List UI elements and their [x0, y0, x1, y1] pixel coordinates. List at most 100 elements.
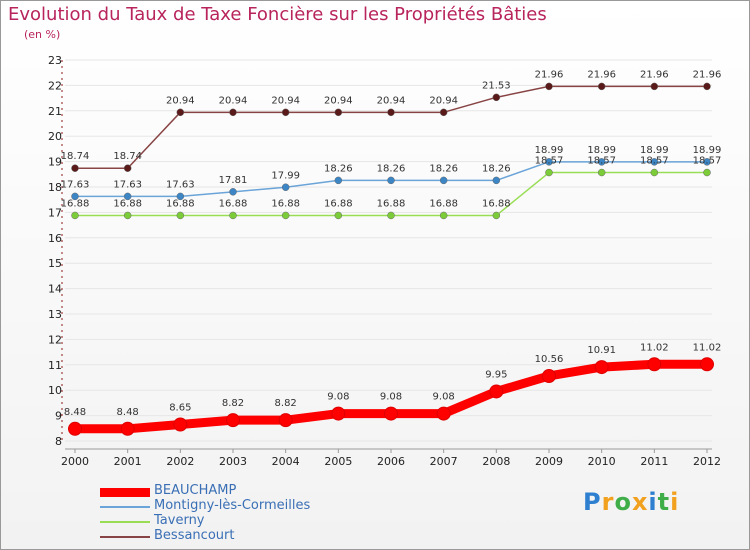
- data-point: [542, 368, 556, 383]
- y-tick-label: 23: [48, 54, 62, 67]
- y-tick-label: 19: [48, 156, 62, 169]
- data-point: [176, 108, 185, 117]
- data-point: [229, 211, 237, 220]
- y-tick-label: 8: [55, 435, 62, 448]
- x-tick-label: 2011: [640, 455, 668, 468]
- data-label: 18.74: [113, 151, 142, 162]
- data-point: [387, 211, 395, 220]
- data-point: [703, 168, 711, 177]
- data-label: 20.94: [166, 95, 195, 106]
- data-point: [173, 417, 188, 432]
- x-tick-label: 2003: [219, 455, 247, 468]
- data-point: [281, 211, 290, 220]
- data-label: 16.88: [219, 198, 248, 209]
- y-tick-label: 15: [48, 257, 62, 270]
- data-point: [123, 192, 132, 201]
- x-tick-label: 2001: [114, 455, 142, 468]
- x-tick-label: 2000: [61, 455, 89, 468]
- y-tick-label: 9: [55, 410, 62, 423]
- data-label: 18.57: [640, 156, 669, 167]
- logo-letter: P: [583, 488, 602, 516]
- data-point: [492, 93, 501, 102]
- data-label: 18.99: [587, 145, 616, 156]
- data-label: 16.88: [113, 198, 142, 209]
- data-point: [703, 158, 711, 166]
- data-label: 16.88: [61, 198, 90, 209]
- proxiti-logo: Proxiti: [583, 488, 679, 516]
- data-point: [439, 176, 448, 185]
- data-label: 17.63: [166, 179, 195, 190]
- data-label: 8.65: [169, 402, 191, 413]
- data-label: 20.94: [271, 95, 300, 106]
- x-tick-label: 2007: [430, 455, 458, 468]
- y-tick-label: 10: [48, 384, 62, 397]
- data-point: [123, 211, 132, 220]
- data-point: [71, 192, 79, 201]
- data-point: [387, 108, 395, 117]
- data-point: [176, 192, 185, 201]
- data-point: [226, 413, 240, 428]
- data-point: [650, 158, 659, 166]
- data-label: 21.96: [587, 69, 616, 80]
- chart-title: Evolution du Taux de Taxe Foncière sur l…: [8, 4, 547, 25]
- data-label: 16.88: [377, 198, 406, 209]
- data-label: 18.57: [693, 156, 722, 167]
- data-point: [492, 176, 501, 185]
- y-tick-label: 17: [48, 206, 62, 219]
- data-label: 18.26: [377, 163, 406, 174]
- data-point: [439, 108, 448, 117]
- data-label: 21.53: [482, 80, 511, 91]
- data-label: 21.96: [535, 69, 564, 80]
- legend-swatch: [100, 521, 150, 523]
- data-label: 17.81: [219, 175, 248, 186]
- data-label: 17.99: [271, 170, 300, 181]
- data-label: 17.63: [61, 179, 90, 190]
- data-label: 18.26: [482, 163, 511, 174]
- y-tick-label: 11: [48, 359, 62, 372]
- x-tick-label: 2004: [272, 455, 300, 468]
- data-point: [597, 82, 606, 91]
- data-label: 16.88: [482, 198, 511, 209]
- data-label: 17.63: [113, 179, 142, 190]
- data-label: 9.08: [327, 392, 349, 403]
- legend-label: BEAUCHAMP: [154, 483, 237, 498]
- data-label: 9.95: [485, 369, 507, 380]
- data-point: [229, 108, 237, 117]
- data-point: [703, 82, 711, 91]
- x-tick-label: 2006: [377, 455, 405, 468]
- data-label: 16.88: [271, 198, 300, 209]
- data-label: 8.82: [275, 398, 297, 409]
- y-tick-label: 14: [48, 283, 62, 296]
- legend-label: Bessancourt: [154, 528, 235, 543]
- data-point: [650, 168, 659, 177]
- legend-swatch: [100, 536, 150, 538]
- logo-letter: t: [657, 488, 671, 516]
- line-chart: 8 9 10 11 12 13 14 15 16 17 18 19 20 21 22 23 2000 2001 20…: [48, 54, 722, 468]
- data-point: [436, 406, 451, 421]
- data-point: [71, 211, 79, 220]
- x-tick-label: 2005: [324, 455, 352, 468]
- data-label: 10.91: [587, 345, 616, 356]
- data-label: 20.94: [219, 95, 248, 106]
- data-point: [281, 183, 290, 192]
- data-point: [387, 176, 395, 185]
- data-point: [334, 211, 343, 220]
- data-label: 11.02: [640, 342, 669, 353]
- data-point: [489, 384, 504, 399]
- data-point: [700, 357, 714, 372]
- data-point: [597, 168, 606, 177]
- y-tick-label: 16: [48, 232, 62, 245]
- data-label: 21.96: [640, 69, 669, 80]
- data-label: 18.26: [429, 163, 458, 174]
- y-tick-label: 21: [48, 105, 62, 118]
- data-point: [492, 211, 501, 220]
- logo-letter: r: [601, 488, 615, 516]
- y-tick-label: 13: [48, 308, 62, 321]
- data-label: 8.82: [222, 398, 244, 409]
- data-label: 18.57: [587, 156, 616, 167]
- data-point: [120, 421, 135, 436]
- data-label: 18.57: [535, 156, 564, 167]
- data-point: [650, 82, 659, 91]
- x-tick-label: 2010: [588, 455, 616, 468]
- data-point: [594, 360, 609, 375]
